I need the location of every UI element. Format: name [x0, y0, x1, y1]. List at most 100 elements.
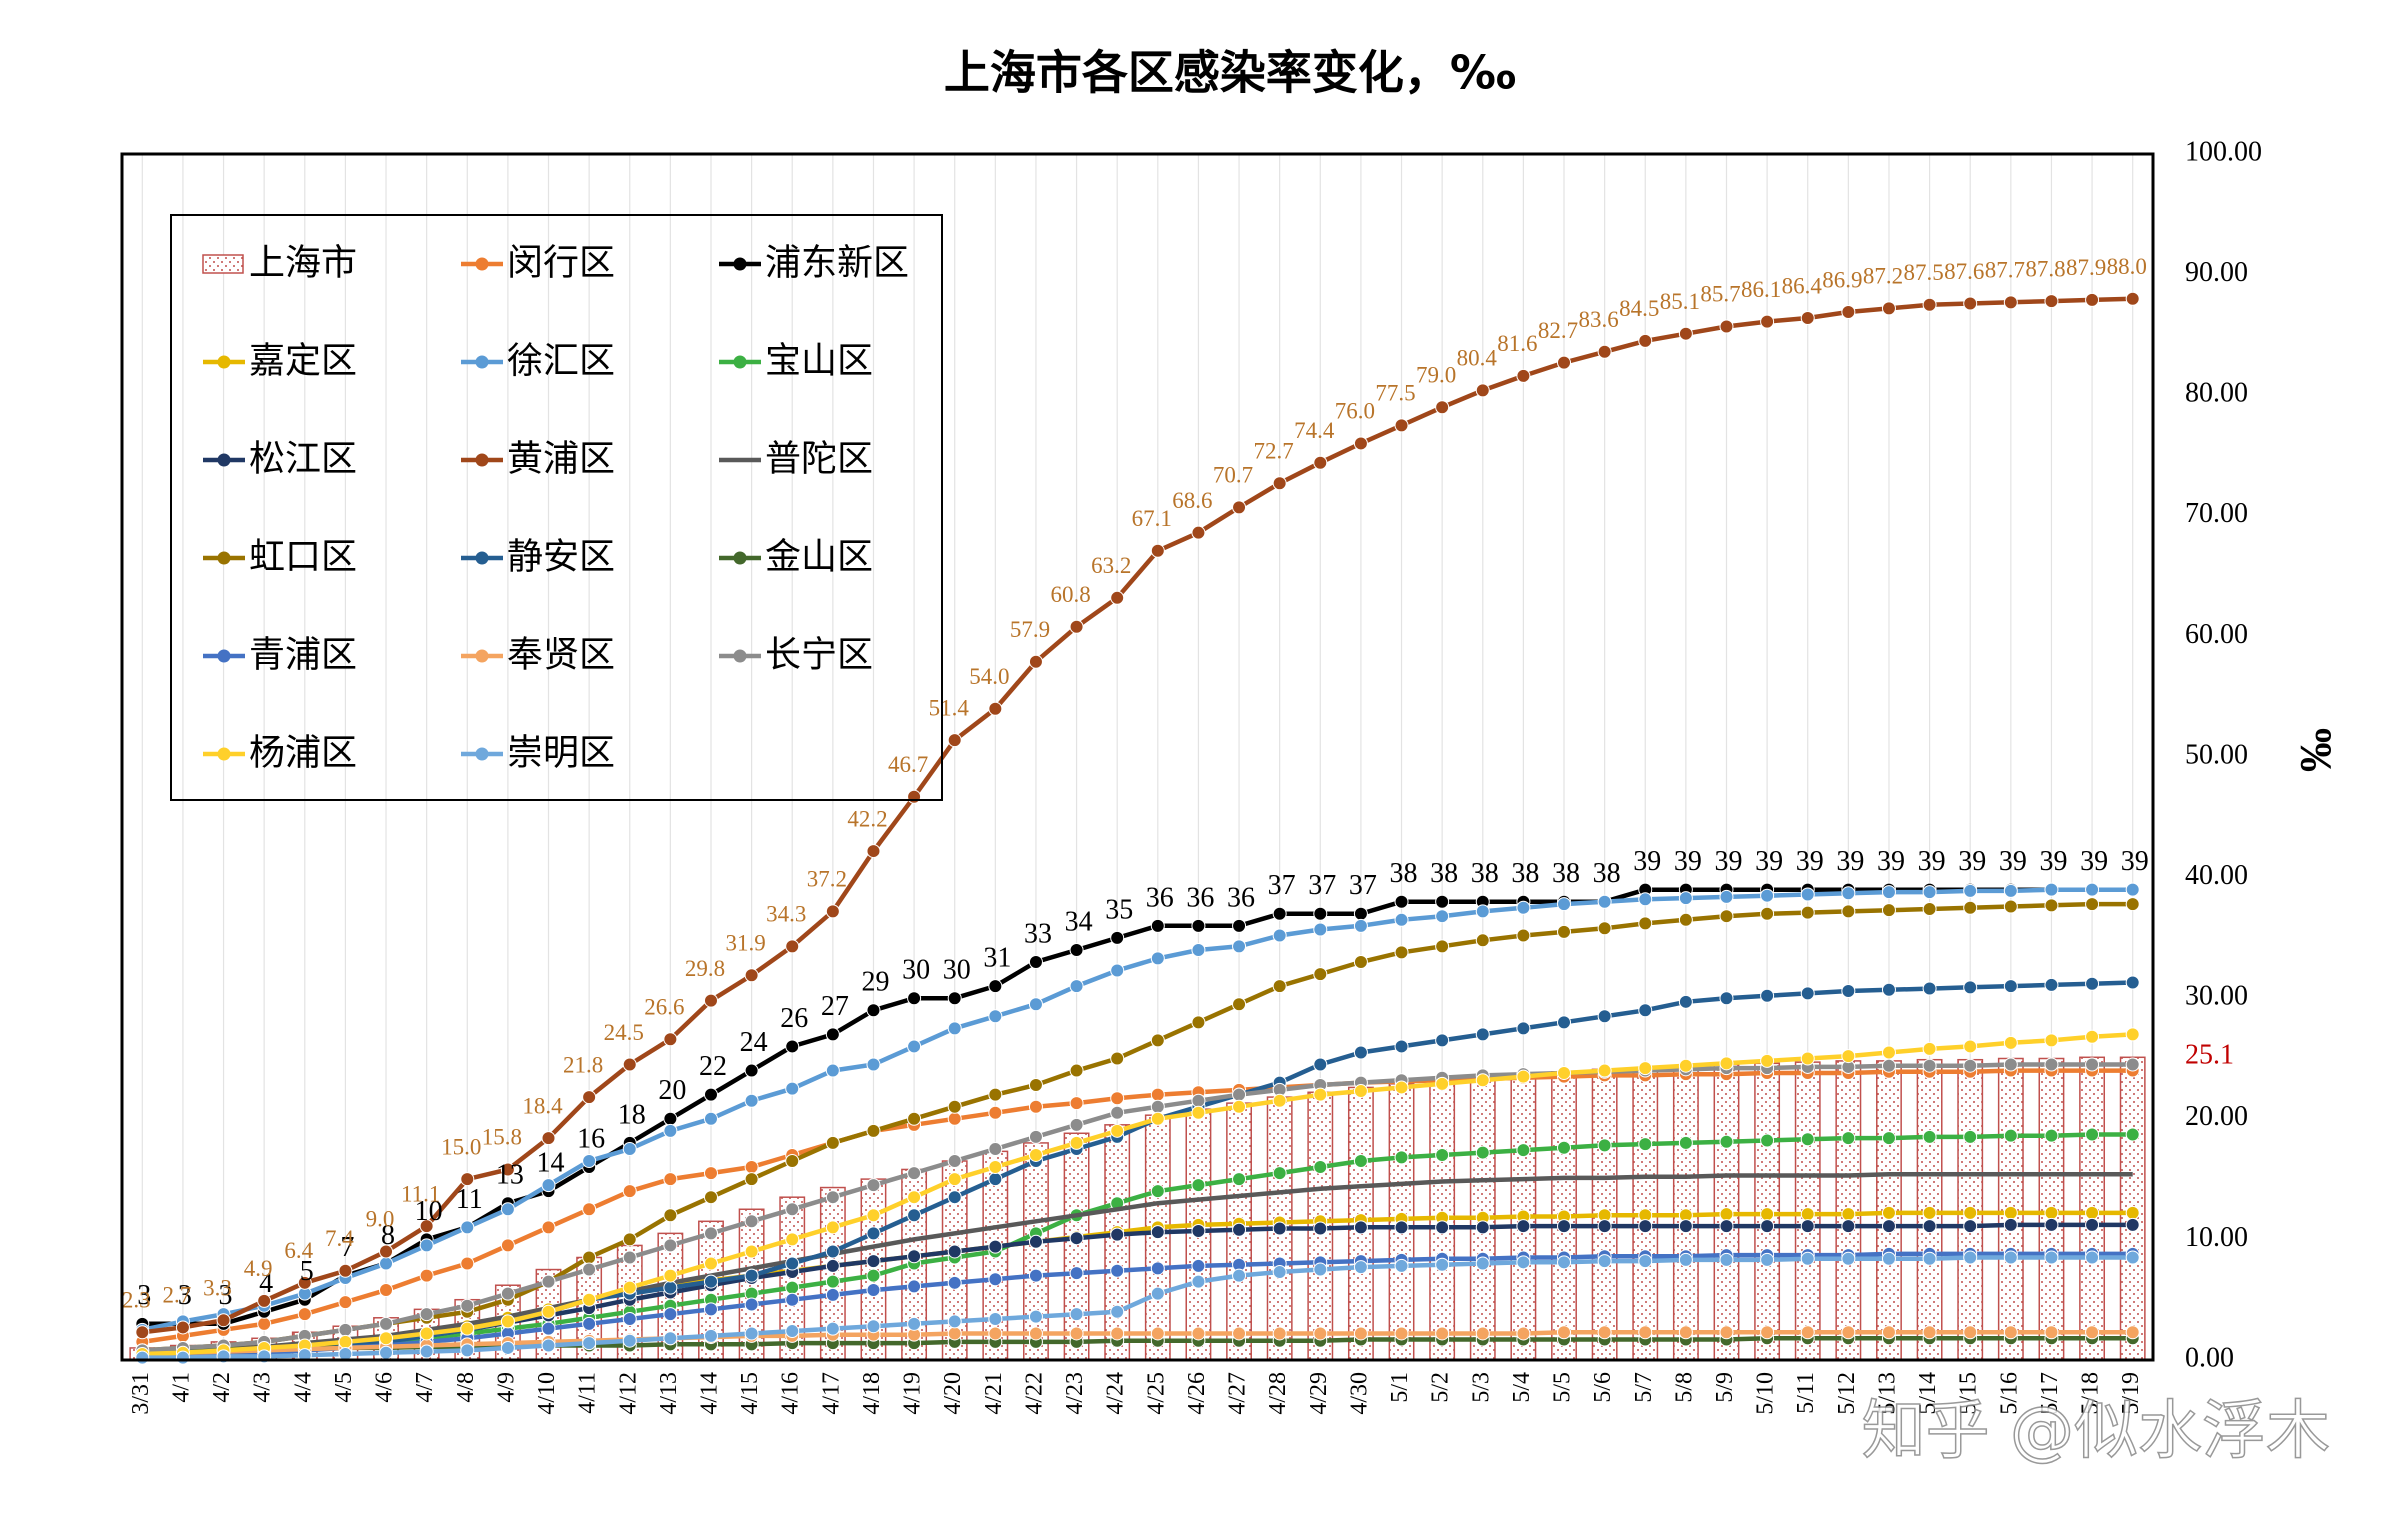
point: [907, 1249, 922, 1264]
point: [338, 1295, 353, 1310]
point: [2085, 1205, 2100, 1220]
point: [541, 1274, 556, 1289]
x-tick-label: 5/13: [1874, 1372, 1900, 1415]
point: [2125, 882, 2140, 897]
data-label: 21.8: [563, 1052, 603, 1077]
data-label: 7: [340, 1232, 354, 1263]
point: [744, 1160, 759, 1175]
data-label: 88.0: [2107, 254, 2147, 279]
point: [1760, 1053, 1775, 1068]
point: [622, 1057, 637, 1072]
point: [1963, 1219, 1978, 1234]
x-tick-label: 5/9: [1712, 1372, 1738, 1403]
data-label: 5: [300, 1256, 314, 1287]
point: [1963, 900, 1978, 915]
point: [622, 1184, 637, 1199]
data-label: 82.7: [1538, 318, 1578, 343]
point: [866, 1123, 881, 1138]
point: [1800, 1325, 1815, 1340]
point: [1028, 1309, 1043, 1324]
point: [2003, 1035, 2018, 1050]
data-label: 10: [415, 1196, 443, 1227]
point: [135, 1325, 150, 1340]
x-tick-label: 4/24: [1103, 1372, 1129, 1415]
point: [947, 1111, 962, 1126]
data-label: 30: [943, 955, 971, 986]
point: [541, 1131, 556, 1146]
point: [297, 1275, 312, 1290]
point: [1678, 326, 1693, 341]
x-tick-label: 5/10: [1753, 1372, 1779, 1415]
point: [1394, 1258, 1409, 1273]
legend-marker: [217, 747, 231, 761]
point: [988, 1239, 1003, 1254]
data-label: 39: [1958, 846, 1986, 877]
point: [866, 1319, 881, 1334]
point: [1963, 1325, 1978, 1340]
point: [1232, 1087, 1247, 1102]
point: [1760, 988, 1775, 1003]
point: [947, 1314, 962, 1329]
point: [1841, 983, 1856, 998]
point: [1678, 1058, 1693, 1073]
point: [2125, 1127, 2140, 1142]
point: [1394, 894, 1409, 909]
point: [257, 1293, 272, 1308]
point: [2044, 294, 2059, 309]
point: [1922, 1325, 1937, 1340]
point: [1963, 1039, 1978, 1054]
x-tick-label: 4/4: [290, 1372, 316, 1403]
point: [988, 1172, 1003, 1187]
point: [1232, 997, 1247, 1012]
point: [2003, 979, 2018, 994]
point: [1435, 1147, 1450, 1162]
point: [1191, 1178, 1206, 1193]
point: [825, 1274, 840, 1289]
data-label: 85.7: [1700, 282, 1740, 307]
point: [703, 1111, 718, 1126]
point: [1028, 1129, 1043, 1144]
point: [2044, 977, 2059, 992]
x-tick-label: 4/26: [1184, 1372, 1210, 1415]
point: [1353, 906, 1368, 921]
point: [1516, 1069, 1531, 1084]
x-tick-label: 5/19: [2118, 1372, 2144, 1415]
point: [1760, 1207, 1775, 1222]
data-label: 87.9: [2066, 255, 2106, 280]
point: [1760, 314, 1775, 329]
data-label: 39: [1755, 846, 1783, 877]
x-tick-label: 5/1: [1387, 1372, 1413, 1403]
point: [1191, 1105, 1206, 1120]
data-label: 70.7: [1213, 463, 1253, 488]
point: [622, 1141, 637, 1156]
data-label: 8: [381, 1220, 395, 1251]
point: [582, 1250, 597, 1265]
x-tick-label: 4/9: [493, 1372, 519, 1403]
point: [1313, 906, 1328, 921]
point: [1760, 1252, 1775, 1267]
point: [785, 1039, 800, 1054]
data-label: 36: [1186, 882, 1214, 913]
point: [1719, 909, 1734, 924]
point: [1353, 1154, 1368, 1169]
point: [785, 1232, 800, 1247]
point: [1557, 1325, 1572, 1340]
point: [663, 1208, 678, 1223]
point: [1394, 418, 1409, 433]
point: [1678, 1219, 1693, 1234]
y-tick-label: 10.00: [2185, 1222, 2248, 1253]
point: [663, 1331, 678, 1346]
watermark: 知乎 @似水浮木: [1862, 1395, 2330, 1469]
point: [1475, 1326, 1490, 1341]
point: [2044, 1057, 2059, 1072]
point: [1557, 897, 1572, 912]
data-label: 74.4: [1294, 418, 1335, 443]
point: [1963, 1058, 1978, 1073]
legend-label: 上海市: [249, 242, 357, 282]
legend-label: 崇明区: [507, 732, 615, 772]
point: [1435, 909, 1450, 924]
point: [744, 1268, 759, 1283]
point: [2085, 882, 2100, 897]
point: [2044, 1128, 2059, 1143]
x-tick-label: 4/17: [818, 1372, 844, 1415]
